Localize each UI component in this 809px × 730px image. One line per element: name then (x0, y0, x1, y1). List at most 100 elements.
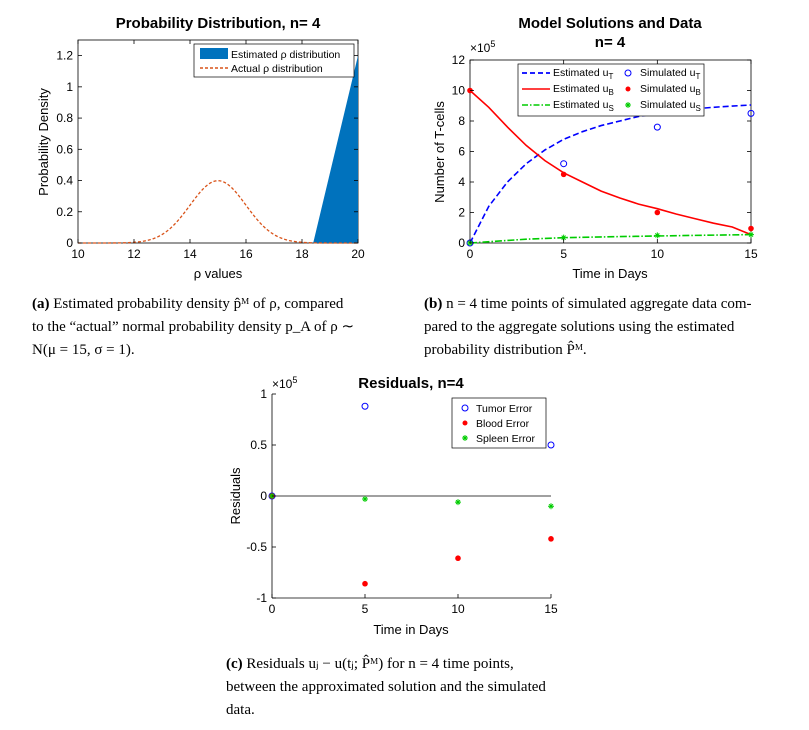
legend-est-uS-label: Estimated uS (553, 99, 614, 113)
y-tick-label: 0 (66, 236, 73, 250)
legend-actual-label: Actual ρ distribution (231, 63, 323, 75)
data-point-5 (748, 231, 754, 238)
chart-b-xlabel: Time in Days (572, 266, 648, 281)
x-tick-label: 10 (651, 247, 665, 261)
legend-sim-uT-marker (624, 69, 632, 77)
chart-c-title: Residuals, n=4 (358, 375, 464, 392)
residual-point-1 (362, 580, 368, 587)
chart-c-exponent: ×105 (272, 375, 297, 391)
legend-estimated-swatch (200, 48, 228, 59)
chart-c: Residuals, n=4 ×105 0 5 10 15 -1 -0.5 0 0.5 1 Re… (228, 375, 558, 637)
residual-point-1 (548, 536, 554, 542)
x-tick-label: 18 (295, 247, 309, 261)
legend-tumor-label: Tumor Error (476, 403, 533, 415)
chart-b-ylabel: Number of T-cells (432, 101, 447, 203)
x-tick-label: 15 (744, 247, 758, 261)
actual-distribution-line (78, 180, 358, 244)
caption-c-line2: between the approximated solution and th… (226, 679, 546, 695)
x-tick-label: 16 (239, 247, 253, 261)
legend-est-uB-label: Estimated uB (553, 83, 614, 97)
caption-a-line3: N(μ = 15, σ = 1). (32, 342, 135, 358)
data-point-4 (748, 225, 754, 232)
legend-sim-uT-label: Simulated uT (640, 67, 700, 81)
residual-point-0 (361, 402, 369, 410)
x-tick-label: 10 (71, 247, 85, 261)
y-tick-label: 1 (66, 80, 73, 94)
legend-sim-uB-marker (625, 86, 631, 92)
chart-b-title-line2: n= 4 (595, 34, 626, 51)
legend-estimated-label: Estimated ρ distribution (231, 49, 340, 61)
data-point-5 (560, 234, 567, 241)
chart-b-exponent: ×105 (470, 39, 495, 55)
data-point-5 (654, 232, 661, 239)
y-tick-label: 0 (458, 236, 465, 250)
data-point-4 (654, 209, 661, 216)
series-line-0 (469, 104, 752, 244)
y-tick-label: 10 (452, 84, 466, 98)
y-tick-label: 12 (452, 53, 466, 67)
series-line-2 (469, 233, 752, 244)
y-tick-label: 0.2 (56, 205, 73, 219)
y-tick-label: 6 (458, 145, 465, 159)
caption-a: (a) Estimated probability density p̂ᴹ of… (32, 293, 392, 362)
data-point-3 (653, 123, 661, 131)
residual-point-1 (455, 555, 461, 562)
residual-point-0 (547, 441, 555, 449)
chart-a: Probability Distribution, n= 4 10 12 14 16 1… (36, 15, 365, 281)
caption-a-line1: Estimated probability density p̂ᴹ of ρ, … (53, 296, 344, 312)
y-tick-label: 0.4 (56, 174, 73, 188)
caption-a-line2: to the “actual” normal probability densi… (32, 319, 355, 335)
caption-b-line2: pared to the aggregate solutions using t… (424, 319, 735, 335)
y-tick-label: 1 (260, 387, 267, 401)
estimated-distribution-area (313, 55, 358, 243)
data-point-4 (560, 171, 567, 178)
chart-b-legend: Estimated uT Estimated uB Estimated uS S… (517, 63, 705, 117)
caption-a-tag: (a) (32, 296, 50, 312)
caption-c: (c) Residuals uⱼ − u(tⱼ; P̂ᴹ) for n = 4 … (226, 653, 596, 722)
caption-c-line3: data. (226, 702, 255, 718)
x-tick-label: 5 (362, 602, 369, 616)
y-tick-label: -1 (256, 591, 267, 605)
caption-b-tag: (b) (424, 296, 443, 312)
y-tick-label: 0.6 (56, 142, 73, 156)
caption-b: (b) n = 4 time points of simulated aggre… (424, 293, 794, 362)
data-point-3 (747, 109, 755, 117)
chart-c-xlabel: Time in Days (373, 622, 449, 637)
x-tick-label: 0 (467, 247, 474, 261)
x-tick-label: 10 (451, 602, 465, 616)
y-tick-label: 0.5 (250, 438, 267, 452)
legend-sim-uS-marker (625, 102, 631, 108)
x-tick-label: 20 (351, 247, 365, 261)
legend-sim-uB-label: Simulated uB (640, 83, 701, 97)
y-tick-label: 0 (260, 489, 267, 503)
legend-spleen-marker (462, 435, 468, 441)
x-tick-label: 15 (544, 602, 558, 616)
chart-a-ylabel: Probability Density (36, 88, 51, 196)
y-tick-label: 1.2 (56, 49, 73, 63)
legend-est-uT-label: Estimated uT (553, 67, 613, 81)
legend-blood-marker (462, 420, 468, 426)
legend-blood-label: Blood Error (476, 418, 530, 430)
chart-a-legend: Estimated ρ distribution Actual ρ distri… (193, 43, 355, 78)
x-tick-label: 14 (183, 247, 197, 261)
legend-tumor-marker (461, 404, 469, 412)
y-tick-label: 2 (458, 206, 465, 220)
chart-c-ylabel: Residuals (228, 467, 243, 525)
residual-point-2 (548, 503, 554, 510)
x-tick-label: 12 (127, 247, 141, 261)
caption-b-line3: probability distribution P̂ᴹ. (424, 342, 587, 358)
legend-spleen-label: Spleen Error (476, 433, 535, 445)
x-tick-label: 0 (269, 602, 276, 616)
chart-a-xlabel: ρ values (194, 266, 243, 281)
residual-point-2 (362, 496, 368, 503)
y-tick-label: 4 (458, 175, 465, 189)
caption-c-line1: Residuals uⱼ − u(tⱼ; P̂ᴹ) for n = 4 time… (246, 656, 514, 672)
y-tick-label: 8 (458, 114, 465, 128)
data-point-3 (560, 160, 568, 168)
legend-sim-uS-label: Simulated uS (640, 99, 701, 113)
y-tick-label: 0.8 (56, 111, 73, 125)
residual-point-2 (455, 499, 461, 506)
x-tick-label: 5 (560, 247, 567, 261)
series-line-1 (469, 89, 752, 236)
chart-b: Model Solutions and Data n= 4 ×105 0 5 10 1… (432, 15, 758, 281)
